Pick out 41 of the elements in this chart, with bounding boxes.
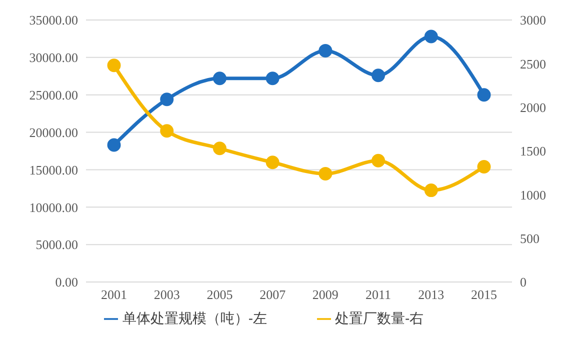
y-tick-label: 5000.00	[36, 237, 78, 252]
point	[372, 154, 386, 168]
legend-label: 单体处置规模（吨）-左	[122, 310, 267, 326]
legend-label: 处置厂数量-右	[335, 310, 424, 326]
point	[160, 124, 174, 138]
point	[212, 142, 226, 156]
point	[107, 138, 121, 152]
point	[212, 72, 226, 86]
point	[318, 44, 332, 58]
y2-tick-label: 0	[520, 274, 526, 290]
y-tick-label: 0.00	[55, 274, 78, 290]
y-tick-label: 30000.00	[29, 50, 78, 66]
x-tick-label: 2001	[101, 287, 127, 302]
x-tick-label: 2011	[366, 287, 392, 302]
y-tick-label: 20000.00	[29, 124, 78, 140]
point	[424, 30, 438, 44]
x-tick-label: 2007	[260, 287, 286, 302]
y2-tick-label: 1000	[520, 187, 546, 202]
point	[477, 88, 491, 102]
y2-tick-label: 2000	[520, 100, 546, 115]
y-tick-label: 35000.00	[29, 12, 78, 28]
point	[107, 58, 121, 72]
x-tick-label: 2013	[418, 287, 444, 302]
point	[424, 184, 438, 198]
point	[372, 68, 386, 82]
x-tick-label: 2003	[154, 287, 180, 302]
x-tick-label: 2005	[206, 287, 233, 302]
y-tick-label: 10000.00	[29, 200, 78, 215]
point	[266, 156, 280, 170]
y2-tick-label: 3000	[520, 12, 546, 28]
y2-tick-label: 1500	[520, 144, 546, 159]
y2-tick-label: 500	[520, 230, 540, 246]
point	[266, 72, 280, 86]
x-tick-label: 2009	[312, 287, 338, 302]
point	[318, 166, 332, 180]
point	[477, 160, 491, 174]
point	[160, 92, 174, 106]
y-tick-label: 25000.00	[29, 87, 78, 102]
y2-tick-label: 2500	[520, 56, 546, 72]
y-tick-label: 15000.00	[29, 162, 78, 178]
x-tick-label: 2015	[471, 287, 497, 302]
